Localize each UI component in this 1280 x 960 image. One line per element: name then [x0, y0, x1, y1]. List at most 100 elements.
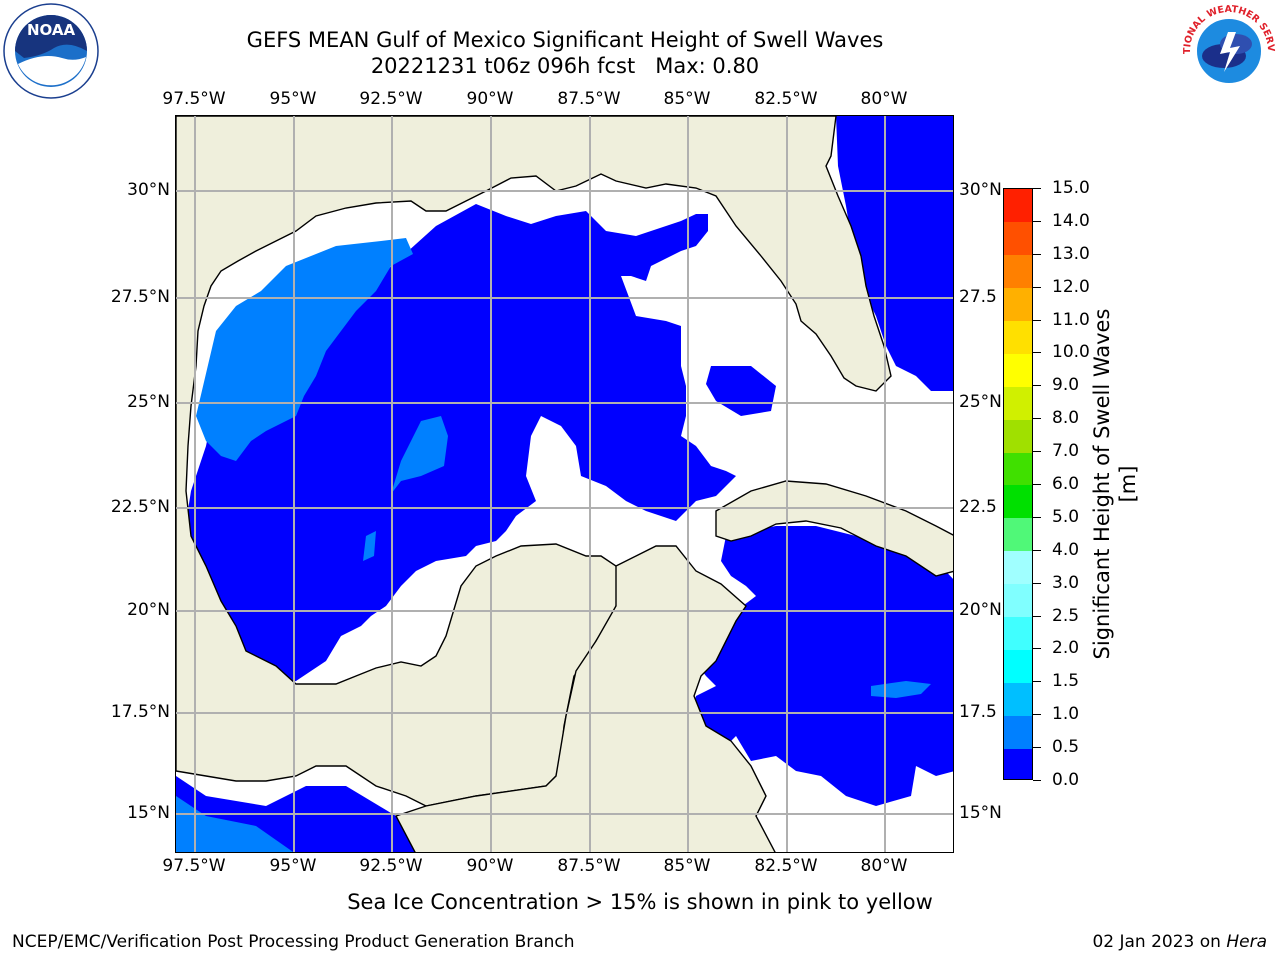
- lon-label-top: 97.5°W: [162, 89, 226, 109]
- lon-label-top: 82.5°W: [754, 89, 818, 109]
- colorbar-tick-mark: [1033, 319, 1041, 321]
- colorbar-segment: [1004, 221, 1032, 256]
- colorbar-tick-label: 6.0: [1052, 474, 1080, 494]
- lat-label-left: 15°N: [127, 803, 170, 823]
- colorbar-tick-label: 13.0: [1052, 243, 1090, 264]
- footer-host: Hera: [1226, 932, 1267, 952]
- chart-subtitle: 20221231 t06z 096h fcst Max: 0.80: [370, 54, 760, 78]
- colorbar-segment: [1004, 419, 1032, 453]
- map-area: [175, 115, 954, 853]
- colorbar-tick-label: 15.0: [1052, 178, 1090, 198]
- colorbar-tick-label: 2.0: [1052, 638, 1080, 659]
- colorbar-tick-mark: [1033, 220, 1041, 222]
- colorbar-segment: [1004, 550, 1032, 585]
- map-svg: [176, 116, 953, 852]
- lon-label-bottom: 87.5°W: [557, 856, 621, 876]
- colorbar-segment: [1004, 649, 1032, 683]
- colorbar-tick-mark: [1033, 582, 1041, 584]
- footer-date-text: 02 Jan 2023 on: [1092, 932, 1227, 952]
- chart-title: GEFS MEAN Gulf of Mexico Significant Hei…: [246, 28, 884, 52]
- lat-label-left: 20°N: [127, 600, 170, 620]
- colorbar-tick-label: 4.0: [1052, 539, 1080, 560]
- colorbar-segment: [1004, 452, 1032, 486]
- colorbar-tick-mark: [1033, 286, 1041, 288]
- colorbar-tick-label: 12.0: [1052, 276, 1090, 297]
- colorbar-tick-label: 14.0: [1052, 210, 1090, 231]
- colorbar-segment: [1004, 485, 1032, 519]
- lat-label-right: 25°N: [959, 392, 1002, 412]
- nws-logo: NATIONAL WEATHER SERVICE: [1180, 2, 1276, 98]
- colorbar-tick-mark: [1033, 451, 1041, 453]
- colorbar-tick-mark: [1033, 253, 1041, 255]
- lat-label-left: 30°N: [127, 180, 170, 200]
- colorbar-tick-label: 11.0: [1052, 309, 1090, 330]
- colorbar-label: Significant Height of Swell Waves [m]: [1090, 308, 1140, 660]
- lon-label-top: 85°W: [663, 89, 711, 109]
- sea-ice-footnote: Sea Ice Concentration > 15% is shown in …: [347, 890, 933, 914]
- colorbar-segment: [1004, 583, 1032, 618]
- lon-label-bottom: 92.5°W: [359, 856, 423, 876]
- lat-label-left: 25°N: [127, 392, 170, 412]
- noaa-logo: NOAA: [3, 3, 99, 99]
- lat-label-right: 20°N: [959, 600, 1002, 620]
- colorbar-segment: [1004, 386, 1032, 420]
- lon-label-top: 95°W: [269, 89, 317, 109]
- lon-label-bottom: 80°W: [860, 856, 908, 876]
- colorbar-segment: [1004, 616, 1032, 650]
- colorbar-segment: [1004, 254, 1032, 289]
- lon-label-bottom: 85°W: [663, 856, 711, 876]
- colorbar-segment: [1004, 682, 1032, 716]
- colorbar-tick-mark: [1033, 681, 1041, 683]
- colorbar-segment: [1004, 517, 1032, 552]
- colorbar-tick-label: 1.5: [1052, 671, 1080, 692]
- colorbar-tick-label: 8.0: [1052, 408, 1080, 429]
- land: [176, 116, 953, 852]
- colorbar-segment: [1004, 748, 1032, 779]
- colorbar-tick-mark: [1033, 516, 1041, 518]
- map-grid: [176, 116, 953, 852]
- colorbar-tick-mark: [1033, 714, 1041, 716]
- colorbar-segment: [1004, 287, 1032, 322]
- lat-label-right: 27.5: [959, 287, 997, 307]
- colorbar-tick-mark: [1033, 780, 1041, 781]
- colorbar-tick-mark: [1033, 352, 1041, 354]
- lon-label-bottom: 82.5°W: [754, 856, 818, 876]
- colorbar: [1003, 188, 1033, 780]
- lon-label-bottom: 97.5°W: [162, 856, 226, 876]
- lon-label-top: 90°W: [466, 89, 514, 109]
- colorbar-tick-label: 0.5: [1052, 737, 1080, 758]
- colorbar-tick-label: 0.0: [1052, 770, 1080, 790]
- lat-label-right: 15°N: [959, 803, 1002, 823]
- lon-label-bottom: 95°W: [269, 856, 317, 876]
- footer-credit: NCEP/EMC/Verification Post Processing Pr…: [12, 932, 575, 952]
- colorbar-tick-label: 5.0: [1052, 506, 1080, 527]
- lat-label-right: 22.5: [959, 497, 997, 517]
- svg-text:NOAA: NOAA: [27, 21, 76, 39]
- colorbar-tick-mark: [1033, 615, 1041, 617]
- lon-label-top: 80°W: [860, 89, 908, 109]
- footer-date: 02 Jan 2023 on Hera: [1092, 932, 1267, 952]
- colorbar-tick-mark: [1033, 484, 1041, 485]
- lon-label-top: 92.5°W: [359, 89, 423, 109]
- colorbar-tick-label: 1.0: [1052, 704, 1080, 725]
- lat-label-right: 30°N: [959, 180, 1002, 200]
- colorbar-segment: [1004, 715, 1032, 749]
- colorbar-tick-label: 2.5: [1052, 605, 1080, 626]
- colorbar-segment: [1004, 320, 1032, 354]
- colorbar-tick-mark: [1033, 549, 1041, 551]
- colorbar-tick-mark: [1033, 385, 1041, 387]
- colorbar-tick-label: 3.0: [1052, 572, 1080, 593]
- lat-label-left: 22.5°N: [110, 497, 170, 517]
- colorbar-tick-mark: [1033, 418, 1041, 420]
- colorbar-tick-mark: [1033, 747, 1041, 749]
- colorbar-tick-mark: [1033, 648, 1041, 650]
- lat-label-left: 27.5°N: [110, 287, 170, 307]
- colorbar-tick-label: 7.0: [1052, 441, 1080, 462]
- colorbar-segment: [1004, 353, 1032, 387]
- lat-label-left: 17.5°N: [110, 702, 170, 722]
- lon-label-bottom: 90°W: [466, 856, 514, 876]
- swell-field-mid: [176, 238, 931, 852]
- lat-label-right: 17.5: [959, 702, 997, 722]
- colorbar-tick-label: 10.0: [1052, 342, 1090, 363]
- colorbar-tick-mark: [1033, 188, 1041, 189]
